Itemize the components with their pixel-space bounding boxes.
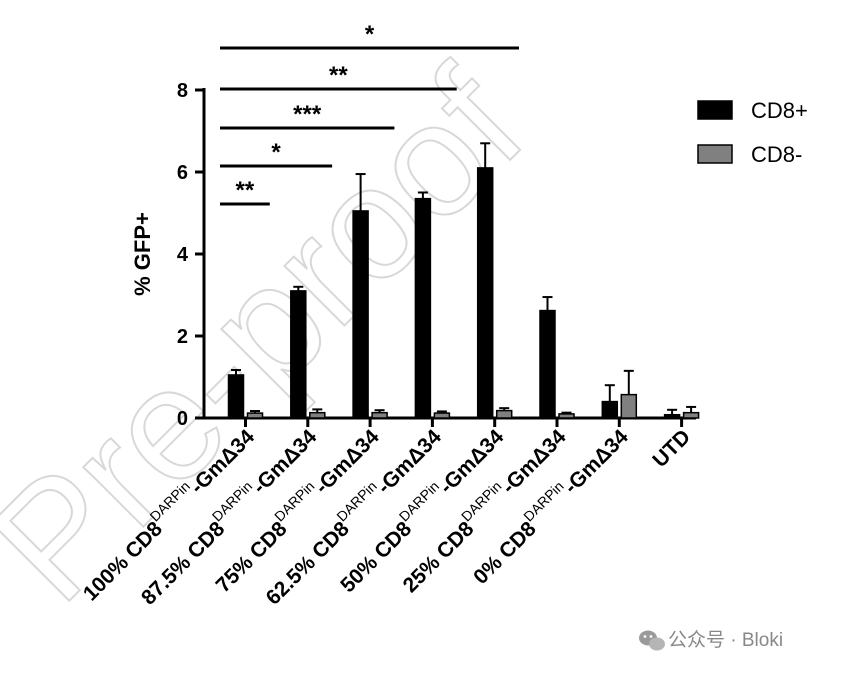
legend-swatch-cd8-minus	[697, 144, 733, 164]
bar-cd8-minus	[309, 411, 326, 419]
significance-label: **	[236, 177, 255, 204]
bar-cd8-plus	[227, 374, 245, 419]
bar-cd8-minus	[682, 411, 700, 419]
significance-brackets: *********	[220, 21, 519, 206]
bar-cd8-plus	[290, 290, 307, 419]
bar-cd8-minus	[371, 411, 388, 419]
significance-label: *	[365, 21, 375, 48]
legend-swatch-cd8-plus	[697, 100, 733, 120]
legend: CD8+ CD8-	[697, 98, 808, 167]
footer-text: 公众号 · Bloki	[668, 629, 783, 651]
y-tick-label: 6	[177, 162, 188, 184]
category-suffix: -GmΔ34	[560, 425, 633, 498]
category-label: UTD	[648, 425, 695, 472]
significance-label: **	[329, 62, 348, 89]
bar-cd8-plus	[414, 197, 432, 419]
y-axis-label: % GFP+	[130, 212, 155, 296]
bar-cd8-plus	[352, 210, 369, 419]
bar-cd8-minus	[246, 412, 264, 419]
bar-cd8-plus	[601, 400, 619, 419]
bar-cd8-minus	[433, 412, 451, 419]
y-tick-label: 0	[177, 408, 188, 430]
category-superscript: DARPin	[333, 478, 380, 525]
category-superscript: DARPin	[458, 478, 505, 525]
bar-cd8-plus	[539, 309, 556, 419]
significance-label: ***	[293, 101, 322, 128]
bar-cd8-minus	[620, 393, 638, 419]
footer: 公众号 · Bloki	[639, 629, 783, 651]
wechat-icon	[639, 630, 665, 651]
significance-label: *	[271, 139, 281, 166]
category-superscript: DARPin	[520, 478, 567, 525]
y-tick-label: 2	[177, 326, 188, 348]
bar-cd8-plus	[663, 413, 681, 419]
y-tick-label: 4	[177, 244, 189, 266]
category-prefix: 0% CD8	[469, 517, 541, 589]
category-superscript: DARPin	[396, 478, 443, 525]
legend-label: CD8-	[751, 142, 802, 167]
bar-cd8-minus	[558, 413, 575, 419]
legend-label: CD8+	[751, 98, 808, 123]
y-tick-label: 8	[177, 80, 188, 102]
bar-cd8-plus	[476, 167, 494, 419]
chart-bars	[227, 142, 700, 419]
bar-cd8-minus	[495, 409, 513, 419]
category-prefix: UTD	[648, 425, 695, 472]
category-superscript: DARPin	[271, 478, 318, 525]
